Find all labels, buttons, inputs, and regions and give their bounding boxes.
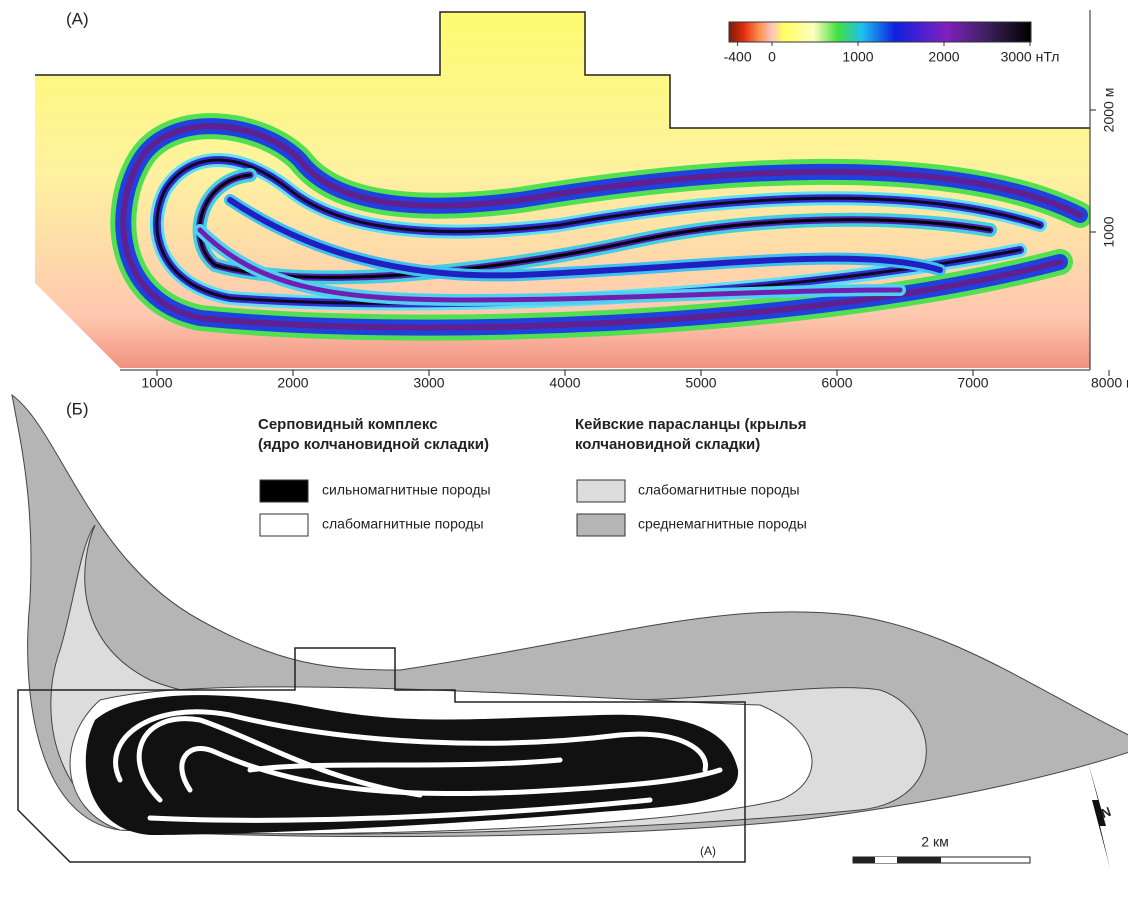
legend-swatch — [260, 480, 308, 502]
panel-label: (Б) — [66, 399, 88, 418]
legend-title: (ядро колчановидной складки) — [258, 436, 489, 453]
y-tick-label: 2000 м — [1101, 88, 1117, 133]
colorbar-label: 2000 — [928, 49, 959, 65]
figure: (А) -400 0 1000 2000 3000 нТл 1000 2000 3000 400… — [0, 0, 1128, 897]
x-tick-label: 7000 — [957, 375, 988, 391]
colorbar-label: 0 — [768, 49, 776, 65]
colorbar-label: 1000 — [842, 49, 873, 65]
legend-item: среднемагнитные породы — [638, 516, 807, 532]
legend: Серповидный комплекс (ядро колчановидной… — [258, 416, 807, 536]
x-tick-label: 8000 м — [1091, 375, 1128, 391]
inset-label: (А) — [700, 844, 716, 858]
scale-label: 2 км — [921, 834, 948, 850]
colorbar-label: 3000 нТл — [1001, 49, 1060, 65]
scale-bar: 2 км — [853, 834, 1030, 863]
x-tick-label: 4000 — [549, 375, 580, 391]
x-tick-label: 5000 — [685, 375, 716, 391]
legend-swatch — [260, 514, 308, 536]
legend-item: слабомагнитные породы — [322, 516, 484, 532]
legend-title: колчановидной складки) — [575, 436, 760, 453]
x-tick-label: 1000 — [141, 375, 172, 391]
legend-swatch — [577, 514, 625, 536]
x-tick-label: 2000 — [277, 375, 308, 391]
legend-title: Серповидный комплекс — [258, 416, 438, 433]
y-tick-label: 1000 — [1101, 216, 1117, 247]
legend-title: Кейвские парасланцы (крылья — [575, 416, 807, 433]
panel-label: (А) — [66, 9, 89, 28]
colorbar — [729, 22, 1031, 42]
legend-item: слабомагнитные породы — [638, 482, 800, 498]
colorbar-label: -400 — [724, 49, 752, 65]
legend-swatch — [577, 480, 625, 502]
x-tick-label: 6000 — [821, 375, 852, 391]
legend-item: сильномагнитные породы — [322, 482, 491, 498]
north-arrow: N — [1088, 762, 1113, 868]
x-tick-label: 3000 — [413, 375, 444, 391]
